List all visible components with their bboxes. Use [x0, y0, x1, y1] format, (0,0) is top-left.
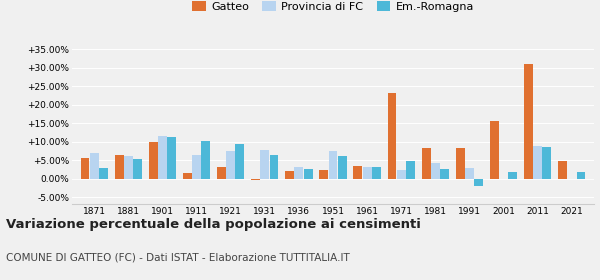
Bar	[269, 155, 278, 179]
Bar	[183, 173, 192, 179]
Bar	[124, 157, 133, 179]
Bar	[133, 159, 142, 179]
Bar	[80, 158, 89, 179]
Bar	[226, 151, 235, 179]
Bar	[251, 179, 260, 180]
Text: Variazione percentuale della popolazione ai censimenti: Variazione percentuale della popolazione…	[6, 218, 421, 231]
Bar	[542, 147, 551, 179]
Bar	[158, 136, 167, 179]
Bar	[295, 167, 304, 179]
Bar	[304, 169, 313, 179]
Bar	[217, 167, 226, 179]
Bar	[260, 150, 269, 179]
Bar	[99, 168, 108, 179]
Legend: Gatteo, Provincia di FC, Em.-Romagna: Gatteo, Provincia di FC, Em.-Romagna	[190, 0, 476, 14]
Bar	[465, 168, 474, 179]
Bar	[329, 151, 337, 179]
Text: COMUNE DI GATTEO (FC) - Dati ISTAT - Elaborazione TUTTITALIA.IT: COMUNE DI GATTEO (FC) - Dati ISTAT - Ela…	[6, 252, 350, 262]
Bar	[192, 155, 201, 179]
Bar	[431, 163, 440, 179]
Bar	[558, 161, 567, 179]
Bar	[202, 141, 210, 179]
Bar	[440, 169, 449, 179]
Bar	[490, 121, 499, 179]
Bar	[422, 148, 431, 179]
Bar	[362, 167, 371, 179]
Bar	[474, 179, 483, 186]
Bar	[372, 167, 381, 179]
Bar	[456, 148, 464, 179]
Bar	[167, 137, 176, 179]
Bar	[353, 166, 362, 179]
Bar	[406, 161, 415, 179]
Bar	[508, 172, 517, 179]
Bar	[577, 172, 586, 179]
Bar	[285, 171, 294, 179]
Bar	[149, 143, 158, 179]
Bar	[524, 64, 533, 179]
Bar	[533, 146, 542, 179]
Bar	[235, 144, 244, 179]
Bar	[388, 93, 397, 179]
Bar	[115, 155, 124, 179]
Bar	[397, 170, 406, 179]
Bar	[90, 153, 98, 179]
Bar	[338, 156, 347, 179]
Bar	[319, 171, 328, 179]
